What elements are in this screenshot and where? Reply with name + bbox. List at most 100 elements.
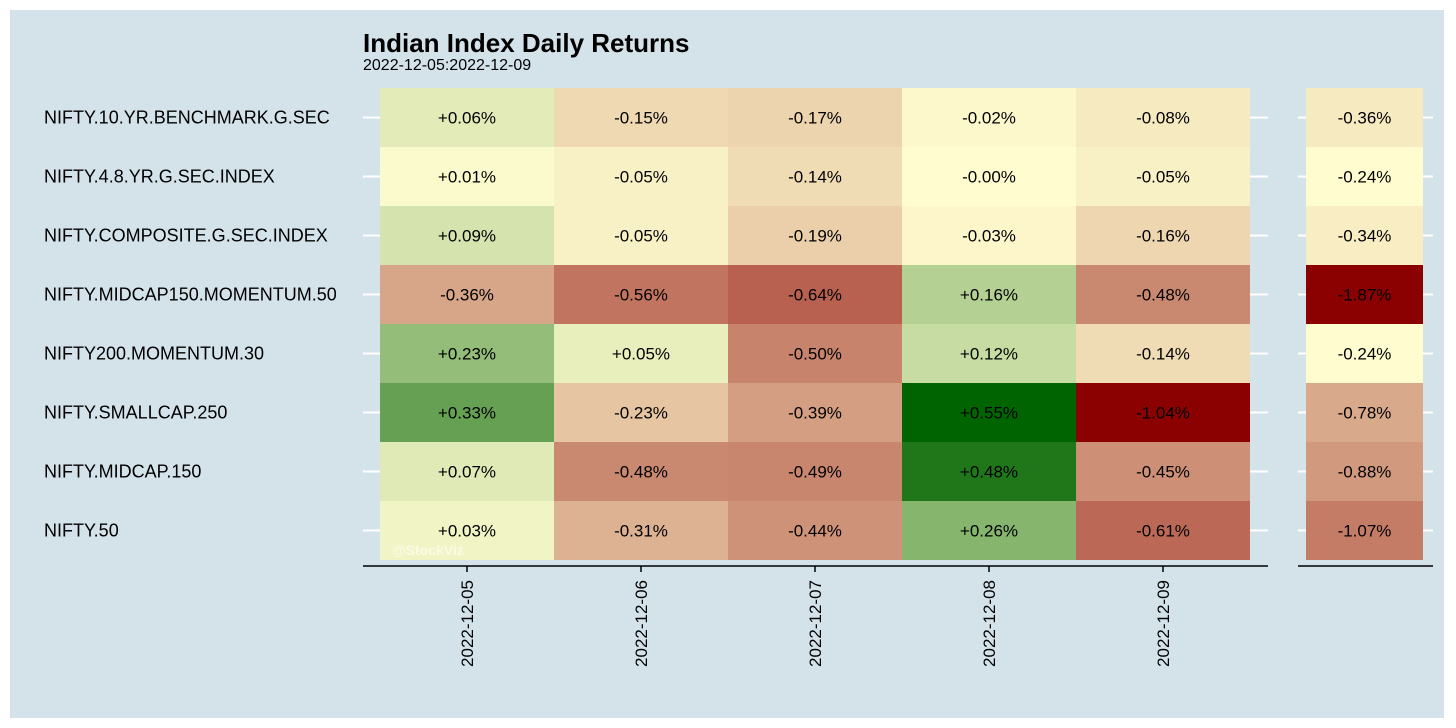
row-label: NIFTY200.MOMENTUM.30 <box>44 344 264 364</box>
heatmap-cell <box>1076 147 1250 206</box>
heatmap-cell <box>380 501 554 560</box>
total-cell-label: -0.36% <box>1338 109 1392 128</box>
heatmap-cell <box>902 88 1076 147</box>
cell-label: -0.39% <box>788 404 842 423</box>
heatmap-cell <box>728 442 902 501</box>
cell-label: -1.04% <box>1136 404 1190 423</box>
heatmap-cell <box>554 147 728 206</box>
chart-subtitle: 2022-12-05:2022-12-09 <box>363 57 531 74</box>
cell-label: -0.45% <box>1136 463 1190 482</box>
x-tick-label: 2022-12-08 <box>980 580 999 667</box>
cell-label: -0.14% <box>1136 345 1190 364</box>
heatmap-cell <box>1076 206 1250 265</box>
heatmap-cell <box>728 147 902 206</box>
heatmap-cell <box>554 265 728 324</box>
total-cell-label: -0.24% <box>1338 168 1392 187</box>
heatmap-cell <box>1076 501 1250 560</box>
total-cell-label: -0.34% <box>1338 227 1392 246</box>
cell-label: -0.05% <box>614 168 668 187</box>
heatmap-cell <box>380 147 554 206</box>
total-cell <box>1306 442 1423 501</box>
heatmap-cell <box>380 206 554 265</box>
x-tick-label: 2022-12-07 <box>806 580 825 667</box>
heatmap-cell <box>554 88 728 147</box>
heatmap-chart: Indian Index Daily Returns 2022-12-05:20… <box>44 28 1433 667</box>
heatmap-cell <box>902 206 1076 265</box>
total-cell <box>1306 324 1423 383</box>
row-labels: NIFTY.10.YR.BENCHMARK.G.SEC NIFTY.4.8.YR.… <box>44 108 337 541</box>
total-cell-label: -0.78% <box>1338 404 1392 423</box>
heatmap-cell <box>902 501 1076 560</box>
total-cell <box>1306 501 1423 560</box>
watermark: @StockViz <box>392 542 464 558</box>
heatmap-cell-labels: +0.06% -0.15% -0.17% -0.02% -0.08% +0.01% -0.0… <box>438 109 1190 541</box>
cell-label: -0.50% <box>788 345 842 364</box>
cell-label: -0.48% <box>1136 286 1190 305</box>
cell-label: -0.44% <box>788 522 842 541</box>
total-cell <box>1306 147 1423 206</box>
cell-label: -0.15% <box>614 109 668 128</box>
cell-label: -0.31% <box>614 522 668 541</box>
total-cell-labels: -0.36% -0.24% -0.34% -1.87% -0.24% -0.78% -0.8… <box>1338 109 1392 541</box>
cell-label: -0.14% <box>788 168 842 187</box>
heatmap-cell <box>554 324 728 383</box>
cell-label: +0.23% <box>438 345 496 364</box>
cell-label: +0.33% <box>438 404 496 423</box>
heatmap-cell <box>554 206 728 265</box>
heatmap-cell <box>902 324 1076 383</box>
cell-label: -0.05% <box>1136 168 1190 187</box>
cell-label: +0.26% <box>960 522 1018 541</box>
heatmap-cell <box>728 324 902 383</box>
x-tick-label: 2022-12-06 <box>632 580 651 667</box>
heatmap-cell <box>554 383 728 442</box>
row-label: NIFTY.MIDCAP150.MOMENTUM.50 <box>44 285 337 305</box>
total-cell-label: -0.88% <box>1338 463 1392 482</box>
cell-label: +0.48% <box>960 463 1018 482</box>
heatmap-cell <box>380 88 554 147</box>
heatmap-cell <box>1076 324 1250 383</box>
cell-label: -0.05% <box>614 227 668 246</box>
heatmap-cell <box>1076 383 1250 442</box>
heatmap-cell <box>728 383 902 442</box>
heatmap-cell <box>380 383 554 442</box>
heatmap-cell <box>728 206 902 265</box>
cell-label: -0.64% <box>788 286 842 305</box>
x-tick-labels: 2022-12-05 2022-12-06 2022-12-07 2022-12-08… <box>458 580 1173 667</box>
heatmap-cell <box>380 324 554 383</box>
heatmap-cell <box>554 501 728 560</box>
axes <box>363 565 1433 572</box>
x-tick-label: 2022-12-09 <box>1154 580 1173 667</box>
cell-label: -0.23% <box>614 404 668 423</box>
cell-label: -0.36% <box>440 286 494 305</box>
total-cell <box>1306 383 1423 442</box>
total-cell-label: -1.87% <box>1338 286 1392 305</box>
row-label: NIFTY.COMPOSITE.G.SEC.INDEX <box>44 226 328 246</box>
total-cell-label: -0.24% <box>1338 345 1392 364</box>
cell-label: -0.56% <box>614 286 668 305</box>
heatmap-cell <box>728 88 902 147</box>
row-label: NIFTY.50 <box>44 521 119 541</box>
cell-label: +0.09% <box>438 227 496 246</box>
heatmap-cell <box>1076 88 1250 147</box>
heatmap-cell <box>380 442 554 501</box>
cell-label: -0.16% <box>1136 227 1190 246</box>
total-cell-label: -1.07% <box>1338 522 1392 541</box>
chart-panel: Indian Index Daily Returns 2022-12-05:20… <box>10 10 1444 718</box>
total-cell <box>1306 206 1423 265</box>
total-cell <box>1306 88 1423 147</box>
cell-label: +0.01% <box>438 168 496 187</box>
chart-title: Indian Index Daily Returns <box>363 28 690 58</box>
cell-label: -0.61% <box>1136 522 1190 541</box>
heatmap-cell <box>380 265 554 324</box>
heatmap-cells <box>380 88 1250 560</box>
cell-label: -0.19% <box>788 227 842 246</box>
heatmap-cell <box>902 265 1076 324</box>
row-label: NIFTY.SMALLCAP.250 <box>44 403 227 423</box>
cell-label: +0.06% <box>438 109 496 128</box>
cell-label: +0.16% <box>960 286 1018 305</box>
cell-label: +0.55% <box>960 404 1018 423</box>
cell-label: +0.03% <box>438 522 496 541</box>
cell-label: -0.00% <box>962 168 1016 187</box>
total-cells <box>1306 88 1423 560</box>
cell-label: -0.03% <box>962 227 1016 246</box>
